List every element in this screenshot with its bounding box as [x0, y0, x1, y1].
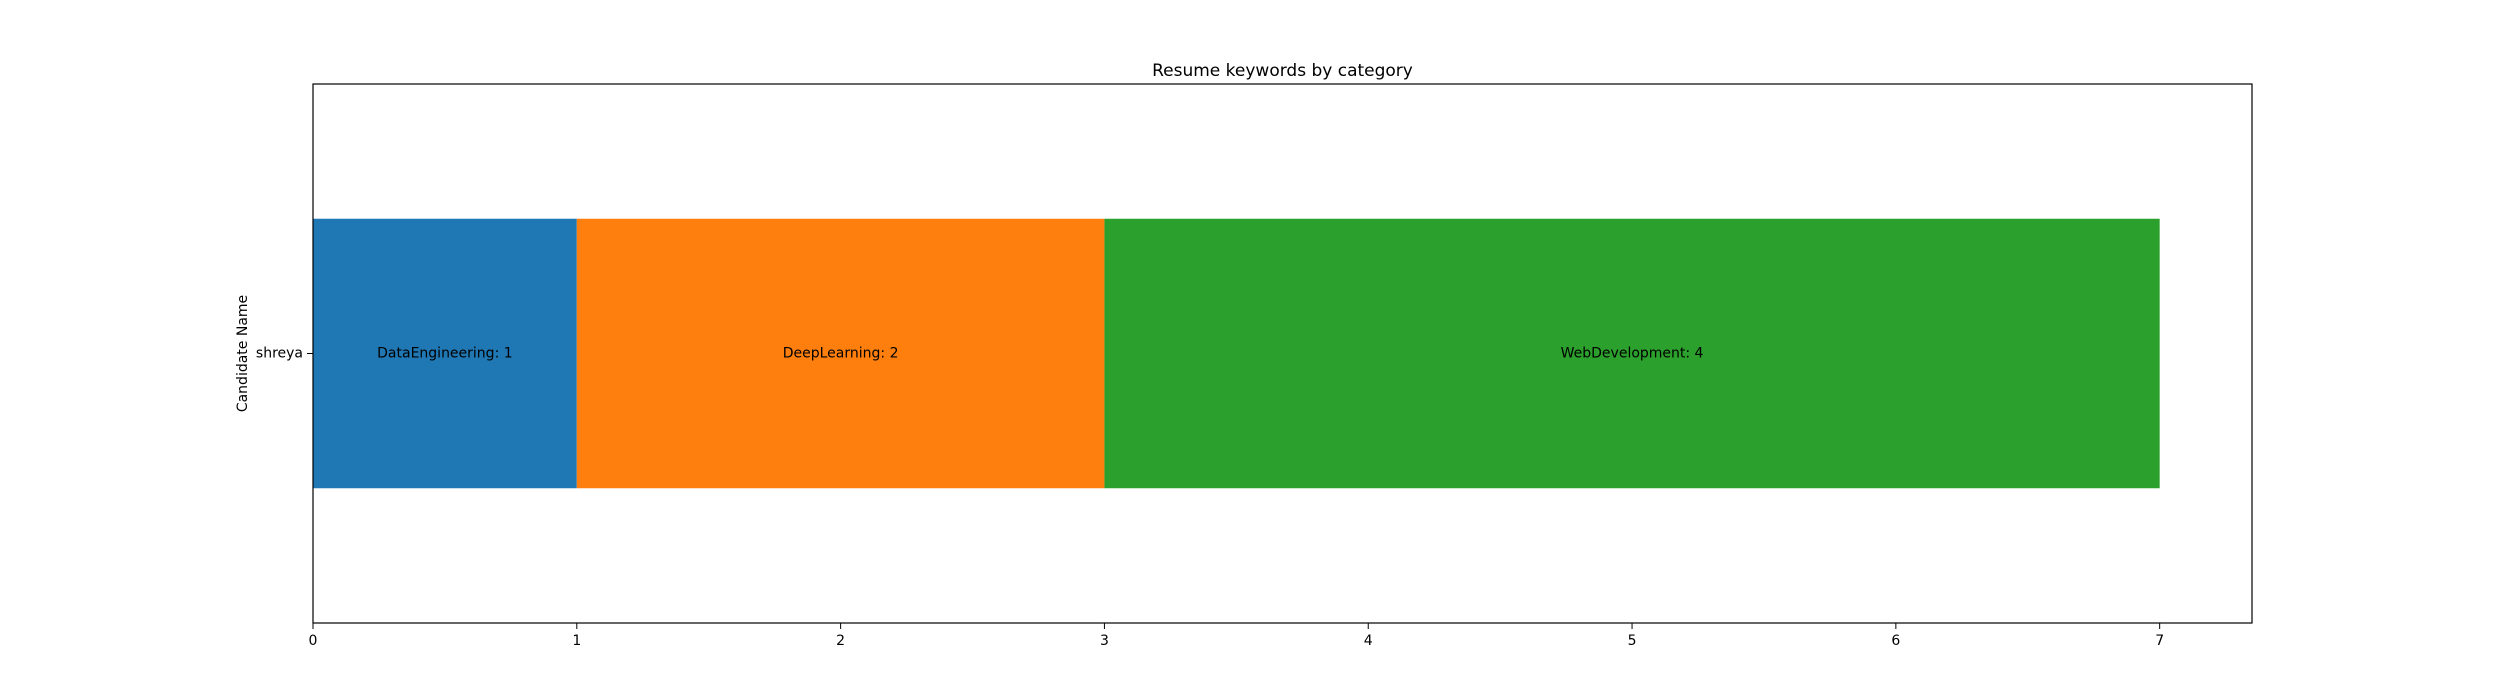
bar-segment-label: WebDevelopment: 4 [1561, 346, 1704, 362]
x-tick-label: 2 [836, 633, 845, 649]
x-tick-label: 3 [1100, 633, 1109, 649]
chart-title: Resume keywords by category [1152, 61, 1413, 81]
bar-segment [576, 218, 1105, 489]
bar-segment-label: DeepLearning: 2 [783, 346, 899, 362]
y-tick-label: shreya [256, 346, 303, 362]
y-axis-ticks: shreya [256, 346, 313, 362]
bar-labels-layer: DataEngineering: 1 DeepLearning: 2 WebDeve… [377, 346, 1703, 362]
x-tick-label: 0 [309, 633, 318, 649]
y-axis-label: Candidate Name [235, 295, 251, 412]
bar-segment [1104, 218, 2160, 489]
x-tick-label: 4 [1364, 633, 1373, 649]
bars-layer [313, 218, 2160, 489]
bar-segment [313, 218, 577, 489]
x-tick-label: 7 [2155, 633, 2164, 649]
x-axis-ticks: 0 1 2 3 4 5 6 7 [309, 623, 2164, 649]
x-tick-label: 6 [1891, 633, 1900, 649]
x-tick-label: 1 [572, 633, 581, 649]
bar-segment-label: DataEngineering: 1 [377, 346, 513, 362]
x-tick-label: 5 [1628, 633, 1637, 649]
